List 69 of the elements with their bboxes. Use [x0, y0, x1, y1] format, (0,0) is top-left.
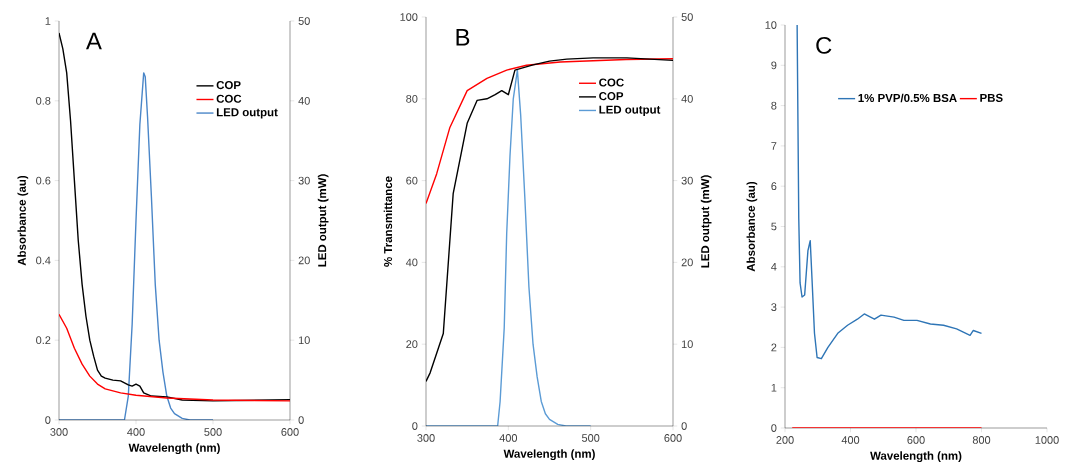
y-tick-label: 9 [771, 61, 777, 70]
y-tick-label: 20 [406, 340, 418, 349]
line-series [426, 58, 674, 205]
y-tick-label: 0.4 [36, 256, 51, 265]
x-tick-label: 200 [776, 436, 794, 444]
legend-label: COP [599, 92, 624, 101]
y2-tick-label: 40 [681, 94, 693, 103]
y-tick-label: 2 [771, 343, 777, 352]
y-tick-label: 0 [412, 422, 418, 430]
annotation: A [86, 32, 102, 50]
y-tick-label: 40 [405, 258, 418, 267]
y2-tick-label: 0 [681, 422, 687, 430]
x-axis-title: Wavelength (nm) [870, 451, 962, 463]
legend-label: LED output [216, 108, 278, 119]
annotation: C [816, 36, 832, 54]
y-tick-label: 0.6 [36, 176, 51, 185]
y-axis-title: Absorbance (au) [746, 181, 758, 272]
x-tick-label: 400 [127, 428, 145, 436]
y-tick-label: 10 [765, 21, 777, 29]
y-tick-label: 5 [771, 222, 777, 231]
x-tick-label: 500 [204, 428, 222, 436]
y-tick-label: 0.8 [36, 96, 51, 105]
x-axis-title: Wavelength (nm) [128, 443, 220, 455]
y-tick-label: 1 [45, 17, 51, 25]
y-tick-label: 60 [406, 176, 418, 185]
y-tick-label: 0 [45, 416, 51, 424]
y-tick-label: 0.2 [36, 336, 51, 345]
y2-tick-label: 20 [298, 256, 310, 265]
y-tick-label: 1 [771, 383, 777, 392]
legend-label: COC [216, 94, 242, 103]
y2-tick-label: 30 [298, 176, 310, 185]
y-tick-label: 8 [771, 101, 777, 110]
y2-tick-label: 30 [681, 176, 693, 185]
y2-tick-label: 50 [681, 13, 693, 21]
x-tick-label: 300 [50, 428, 68, 436]
y-tick-label: 3 [771, 303, 777, 311]
y-tick-label: 0 [771, 424, 777, 432]
x-tick-label: 400 [841, 436, 860, 444]
y2-tick-label: 0 [298, 416, 304, 424]
y-axis-title: % Transmittance [383, 176, 393, 267]
x-tick-label: 1000 [1035, 436, 1059, 444]
y-tick-label: 6 [771, 182, 777, 191]
y-tick-label: 100 [400, 13, 418, 21]
legend-label: LED output [599, 105, 661, 116]
y2-tick-label: 10 [298, 336, 310, 345]
y2-axis-title: LED output (mW) [317, 174, 329, 267]
y2-tick-label: 20 [681, 258, 693, 267]
legend-label: 1% PVP/0.5% BSA [858, 93, 957, 103]
y2-tick-label: 10 [681, 340, 693, 349]
legend-label: PBS [980, 93, 1003, 102]
line-series [59, 313, 290, 402]
legend-label: COP [216, 81, 241, 90]
x-tick-label: 600 [907, 436, 925, 444]
x-tick-label: 300 [417, 434, 435, 442]
x-tick-label: 800 [972, 436, 991, 444]
legend-label: COC [599, 78, 624, 87]
y2-tick-label: 50 [298, 17, 310, 25]
x-axis-title: Wavelength (nm) [503, 449, 595, 461]
x-tick-label: 500 [581, 434, 600, 442]
y-tick-label: 80 [406, 94, 418, 103]
y-axis-title: Absorbance (au) [17, 175, 29, 266]
y2-tick-label: 40 [298, 96, 310, 105]
y-tick-label: 4 [771, 263, 777, 271]
x-tick-label: 600 [664, 434, 682, 442]
x-tick-label: 400 [499, 434, 518, 442]
annotation: B [456, 29, 470, 46]
x-tick-label: 600 [281, 428, 299, 436]
y-tick-label: 7 [771, 142, 777, 150]
y2-axis-title: LED output (mW) [700, 175, 712, 268]
